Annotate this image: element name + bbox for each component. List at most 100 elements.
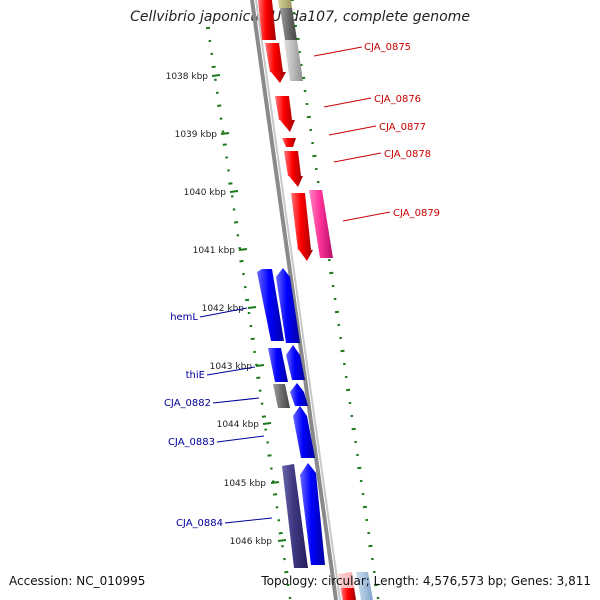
ring-dot — [348, 401, 352, 405]
backbone-line — [250, 0, 338, 600]
ring-dot — [314, 167, 318, 171]
ring-dot — [333, 297, 337, 301]
ring-dot — [283, 557, 286, 561]
ring-dot — [264, 428, 268, 431]
gene-cja-0884[interactable] — [282, 464, 308, 568]
gene-label-cja-0882[interactable]: CJA_0882 — [164, 398, 211, 409]
tick-label: 1041 kbp — [193, 246, 236, 256]
gene-thiE[interactable] — [268, 348, 288, 382]
tick-label: 1043 kbp — [210, 362, 253, 372]
ring-dot — [294, 24, 298, 28]
gene-label-cja-0877[interactable]: CJA_0877 — [379, 122, 426, 133]
gene-cja-0877[interactable] — [282, 138, 296, 147]
ring-dot — [225, 156, 229, 159]
gene-label-cja-0878[interactable]: CJA_0878 — [384, 149, 431, 160]
ring-dot — [305, 102, 309, 106]
gene-cja-0883[interactable] — [293, 406, 315, 458]
gene-cja-0879[interactable] — [309, 190, 333, 258]
ring-dot — [247, 311, 251, 315]
tick-label: 1045 kbp — [224, 479, 267, 489]
ring-dot — [345, 388, 351, 392]
tick-label: 1046 kbp — [230, 537, 273, 547]
ring-dot — [337, 323, 341, 327]
right-gene-labels: CJA_0875 CJA_0876 CJA_0877 CJA_0878 CJA_… — [313, 42, 440, 222]
ring-dot — [243, 285, 247, 289]
gene-cja-0882[interactable] — [273, 384, 290, 408]
tick-label: 1038 kbp — [166, 72, 209, 82]
gene-cja-0876[interactable] — [275, 96, 295, 132]
grey-gene-top — [280, 8, 297, 40]
gene-cja-0879-a[interactable] — [291, 193, 313, 261]
map-title: Cellvibrio japonicus Ueda107, complete g… — [130, 9, 470, 25]
ring-dot — [272, 493, 278, 496]
scale-tick — [255, 364, 265, 367]
olive-feature — [278, 0, 292, 8]
ring-dot — [316, 180, 320, 184]
ring-dot — [339, 336, 343, 340]
ring-dot — [292, 11, 296, 15]
gc-dot-ring-left — [205, 26, 292, 600]
gene-label-cja-0884[interactable]: CJA_0884 — [176, 518, 223, 529]
reverse-strand-genes — [257, 268, 325, 568]
left-gene-labels: hemL thiE CJA_0882 CJA_0883 CJA_0884 — [164, 307, 273, 529]
gene-label-thiE[interactable]: thiE — [186, 370, 205, 381]
scale-tick — [229, 190, 239, 193]
ring-dot — [230, 195, 234, 198]
gene-cja-0882-b[interactable] — [290, 383, 308, 406]
label-leader — [323, 97, 372, 108]
ring-dot — [277, 519, 281, 522]
ring-dot — [367, 531, 371, 535]
gene-thiE-b[interactable] — [286, 345, 305, 380]
ring-dot — [306, 115, 311, 119]
tick-label: 1044 kbp — [217, 420, 260, 430]
ring-dot — [350, 414, 354, 418]
ring-dot — [242, 272, 245, 276]
ring-dot — [253, 350, 256, 354]
ring-dot — [368, 544, 373, 548]
tick-label: 1040 kbp — [184, 188, 227, 198]
gene-cja-0875-grey[interactable] — [284, 40, 303, 81]
gene-cja-0884-b[interactable] — [300, 463, 325, 565]
ring-dot — [258, 389, 262, 392]
ring-dot — [214, 78, 217, 81]
gene-cja-0878[interactable] — [284, 151, 303, 187]
pale-blue-feature — [356, 572, 373, 600]
ring-dot — [361, 492, 365, 496]
gene-label-cja-0875[interactable]: CJA_0875 — [364, 42, 411, 53]
gene-label-hemL[interactable]: hemL — [170, 312, 198, 323]
ring-dot — [227, 169, 230, 172]
label-leader — [333, 152, 382, 163]
ring-dot — [354, 440, 357, 444]
ring-dot — [261, 415, 267, 418]
label-leader — [216, 435, 265, 443]
label-leader — [342, 211, 391, 222]
ring-dot — [356, 453, 359, 457]
ring-dot — [286, 583, 290, 587]
gene-label-cja-0883[interactable]: CJA_0883 — [168, 437, 215, 448]
ring-dot — [236, 234, 240, 237]
ring-dot — [329, 271, 334, 275]
gene-hemL[interactable] — [257, 269, 284, 341]
gene-cja-0875[interactable] — [265, 43, 286, 83]
ring-dot — [284, 570, 289, 574]
label-leader — [224, 517, 273, 524]
ring-dot — [208, 39, 212, 43]
ring-dot — [275, 506, 279, 509]
gene-label-cja-0879[interactable]: CJA_0879 — [393, 208, 440, 219]
scale-tick — [247, 306, 257, 309]
forward-strand-genes — [265, 40, 333, 261]
gene-hemL-b[interactable] — [276, 268, 300, 343]
ring-dot — [210, 52, 214, 56]
scale-tick — [211, 74, 221, 77]
gene-label-cja-0876[interactable]: CJA_0876 — [374, 94, 421, 105]
ring-dot — [331, 284, 335, 288]
top-features — [258, 0, 297, 40]
ring-dot — [256, 376, 261, 380]
backbone-highlight — [255, 0, 341, 600]
ring-dot — [312, 154, 317, 158]
tick-label: 1042 kbp — [202, 304, 245, 314]
ring-dot — [281, 545, 284, 548]
tick-label: 1039 kbp — [175, 130, 218, 140]
